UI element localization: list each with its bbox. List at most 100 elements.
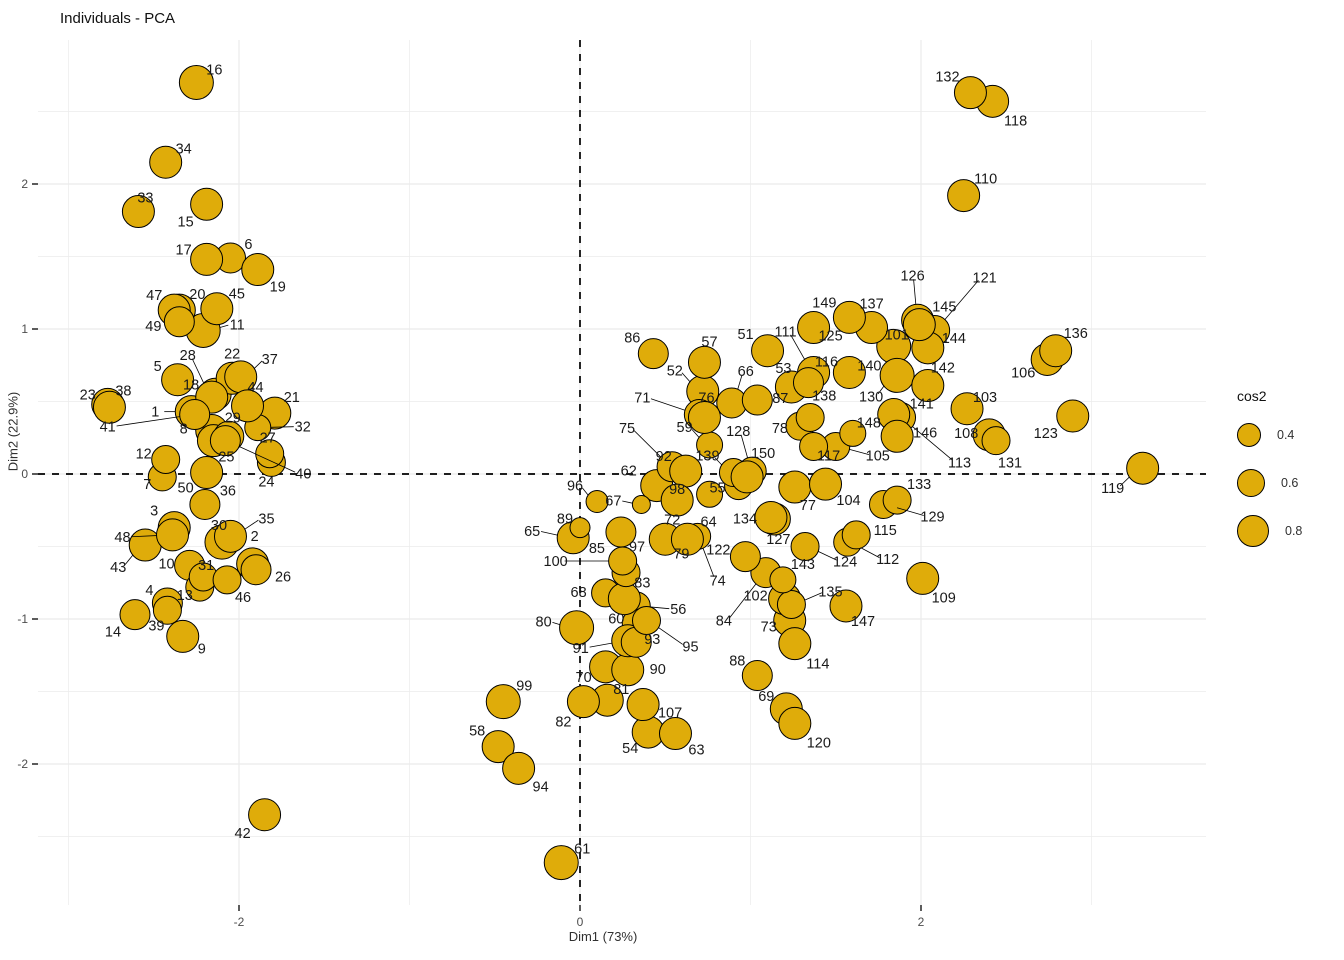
point-label: 28 [180, 348, 196, 364]
data-point [190, 187, 224, 221]
data-point [569, 517, 591, 539]
label-leader-line [191, 358, 205, 384]
point-label: 130 [859, 389, 883, 405]
point-label: 33 [137, 191, 153, 207]
label-leader-line [702, 548, 715, 577]
leader-lines-layer [116, 279, 1130, 648]
point-label: 54 [622, 741, 638, 757]
data-point [626, 688, 660, 722]
point-label: 95 [682, 639, 698, 655]
data-point [832, 300, 866, 334]
point-label: 67 [605, 493, 621, 509]
point-label: 48 [114, 530, 130, 546]
data-point [481, 730, 515, 764]
point-label: 63 [688, 743, 704, 759]
point-label: 135 [818, 585, 842, 601]
point-label: 71 [634, 391, 650, 407]
point-label: 99 [516, 679, 532, 695]
point-label: 107 [658, 706, 682, 722]
point-label: 125 [818, 329, 842, 345]
point-label: 47 [146, 288, 162, 304]
data-point [240, 554, 272, 586]
label-leader-line [714, 457, 723, 466]
data-point [906, 561, 940, 595]
data-point [729, 541, 761, 573]
legend-entry: 0.8 [1237, 514, 1337, 548]
point-label: 138 [812, 388, 836, 404]
data-point [658, 717, 692, 751]
point-label: 37 [262, 352, 278, 368]
point-label: 27 [260, 431, 276, 447]
point-label: 58 [469, 724, 485, 740]
legend-size-swatch [1237, 423, 1261, 447]
data-point [189, 488, 221, 520]
plot-title: Individuals - PCA [60, 10, 176, 27]
data-point [790, 532, 820, 561]
point-label: 139 [695, 449, 719, 465]
point-label: 124 [833, 555, 857, 571]
data-point [543, 845, 579, 881]
label-leader-line [239, 446, 296, 473]
y-tick-label: 0 [21, 467, 28, 481]
point-label: 136 [1064, 326, 1088, 342]
point-label: 98 [669, 482, 685, 498]
point-label: 15 [178, 214, 194, 230]
point-label: 134 [733, 512, 757, 528]
data-point [611, 653, 645, 687]
point-label: 70 [576, 670, 592, 686]
data-point [687, 400, 721, 434]
point-label: 129 [920, 509, 944, 525]
point-label: 49 [145, 319, 161, 335]
point-label: 84 [716, 614, 732, 630]
point-label: 17 [176, 242, 192, 258]
point-label: 116 [815, 355, 838, 371]
point-label: 43 [110, 560, 126, 576]
point-label: 90 [650, 662, 666, 678]
point-label: 106 [1011, 365, 1035, 381]
data-point [696, 480, 724, 508]
point-label: 7 [143, 477, 151, 493]
data-point [751, 334, 785, 368]
label-leader-line [650, 606, 670, 610]
point-label: 60 [608, 611, 624, 627]
data-point [231, 389, 265, 423]
data-point [637, 338, 669, 370]
data-point [156, 518, 190, 552]
point-label: 6 [244, 237, 252, 253]
point-label: 147 [851, 614, 875, 630]
data-point [92, 390, 126, 424]
data-point [485, 684, 521, 720]
point-label: 30 [211, 518, 227, 534]
point-label: 81 [613, 682, 629, 698]
y-tick-label: -1 [17, 612, 28, 626]
data-point [1056, 399, 1090, 433]
point-label: 79 [673, 546, 689, 562]
data-point [502, 751, 536, 785]
data-point [841, 520, 871, 550]
legend-size-swatch [1237, 469, 1265, 497]
point-label: 69 [758, 689, 774, 705]
data-point [741, 384, 773, 416]
point-label: 97 [629, 540, 645, 556]
label-leader-line [552, 622, 560, 626]
point-label: 77 [800, 498, 816, 514]
data-point [792, 367, 824, 399]
point-label: 36 [220, 483, 236, 499]
data-point [151, 445, 181, 474]
data-point [213, 519, 247, 553]
point-label: 150 [751, 446, 775, 462]
label-leader-line [804, 592, 823, 601]
label-leader-line [650, 398, 686, 411]
data-point [670, 522, 704, 556]
point-label: 109 [932, 590, 956, 606]
point-label: 114 [806, 657, 829, 673]
point-label: 123 [1034, 426, 1058, 442]
data-point [149, 145, 183, 179]
point-label: 59 [677, 420, 693, 436]
point-label: 119 [1101, 481, 1124, 497]
point-label: 24 [258, 474, 274, 490]
point-label: 61 [574, 842, 590, 858]
point-label: 64 [701, 514, 717, 530]
point-labels-layer: 1234567891011121314151617181920212223242… [80, 63, 1125, 858]
